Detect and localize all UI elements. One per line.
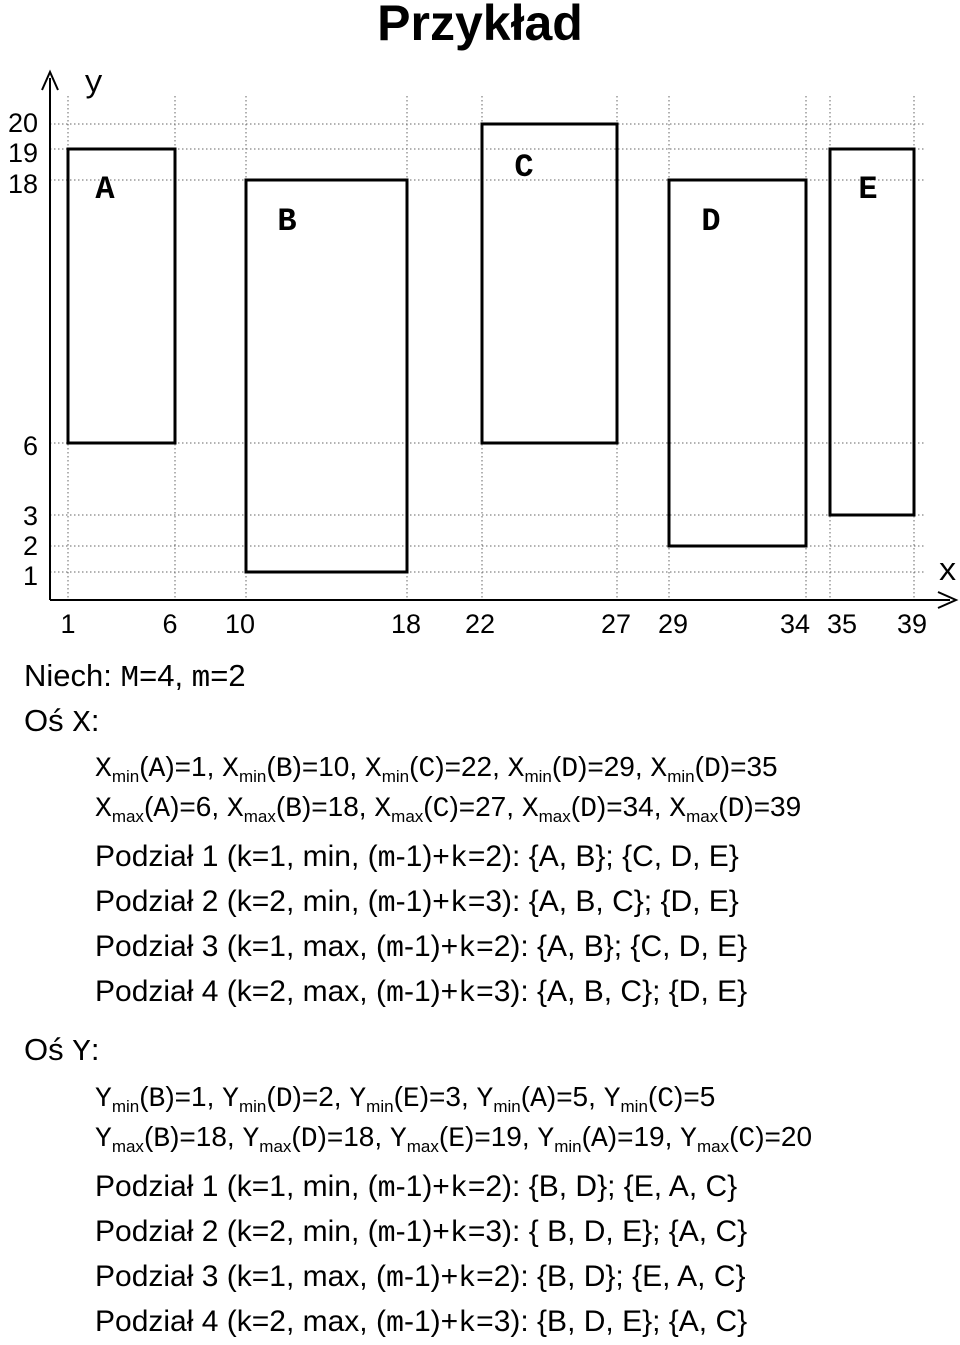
bound-value: Xmax(D)=39 — [669, 791, 802, 826]
os-x-heading: Oś X: — [24, 703, 100, 741]
x-axis-label: x — [938, 553, 957, 590]
x-max-values: Xmax(A)=6, Xmax(B)=18, Xmax(C)=27, Xmax(… — [95, 791, 801, 827]
rectangle-label-c: C — [514, 149, 533, 186]
x-tick-label: 29 — [658, 609, 688, 639]
niech-line: Niech: M=4, m=2 — [24, 658, 246, 696]
x-tick-label: 22 — [465, 609, 495, 639]
x-tick-label: 1 — [60, 609, 75, 639]
bound-value: Ymax(C)=20 — [680, 1121, 813, 1156]
bound-value: Xmin(D)=35 — [650, 751, 778, 786]
y-tick-label: 2 — [23, 531, 38, 561]
bound-value: Ymin(B)=1, — [95, 1081, 223, 1116]
x-tick-label: 18 — [391, 609, 421, 639]
y-tick-label: 19 — [8, 138, 38, 168]
rectangle-a — [66, 147, 177, 445]
bound-value: Xmax(C)=27, — [374, 791, 522, 826]
podzial-x-4: Podział 4 (k=2, max, (m-1)+k=3): {A, B, … — [95, 975, 748, 1011]
bound-value: Xmax(B)=18, — [226, 791, 375, 826]
bound-value: Ymax(D)=18, — [242, 1121, 390, 1156]
y-axis-arrow — [41, 69, 59, 91]
bound-value: Ymax(B)=18, — [95, 1121, 243, 1156]
podzial-x-2: Podział 2 (k=2, min, (m-1)+k=3): {A, B, … — [95, 885, 739, 921]
bound-value: Xmax(A)=6, — [95, 791, 227, 826]
y-axis-label: y — [84, 65, 103, 102]
x-tick-label: 35 — [827, 609, 857, 639]
x-tick-label: 39 — [897, 609, 927, 639]
podzial-y-3: Podział 3 (k=1, max, (m-1)+k=2): {B, D};… — [95, 1260, 746, 1296]
bound-value: Ymax(E)=19, — [389, 1121, 538, 1156]
bound-value: Xmin(B)=10, — [222, 751, 365, 786]
y-tick-label: 3 — [23, 501, 38, 531]
bound-value: Ymin(A)=5, — [476, 1081, 604, 1116]
bound-value: Xmin(C)=22, — [364, 751, 508, 786]
x-axis-arrow — [937, 591, 959, 609]
x-tick-label: 10 — [225, 609, 255, 639]
y-tick-label: 6 — [23, 431, 38, 461]
bound-value: Xmin(D)=29, — [507, 751, 651, 786]
y-min-values: Ymin(B)=1, Ymin(D)=2, Ymin(E)=3, Ymin(A)… — [95, 1081, 715, 1117]
bound-value: Ymin(D)=2, — [222, 1081, 350, 1116]
dotted-grid — [50, 96, 925, 600]
rectangle-b — [244, 178, 409, 574]
bound-value: Ymin(A)=19, — [537, 1121, 681, 1156]
page-title: Przykład — [377, 0, 583, 51]
bound-value: Xmin(A)=1, — [95, 751, 223, 786]
bound-value: Ymin(C)=5 — [603, 1081, 716, 1116]
rectangle-e — [828, 147, 916, 517]
podzial-y-4: Podział 4 (k=2, max, (m-1)+k=3): {B, D, … — [95, 1305, 748, 1341]
rectangle-label-e: E — [858, 171, 877, 208]
bound-value: Xmax(D)=34, — [521, 791, 670, 826]
rectangle-d — [667, 178, 808, 548]
x-tick-label: 34 — [780, 609, 810, 639]
rectangle-label-a: A — [95, 171, 115, 208]
bound-value: Ymin(E)=3, — [349, 1081, 477, 1116]
podzial-x-3: Podział 3 (k=1, max, (m-1)+k=2): {A, B};… — [95, 930, 748, 966]
os-y-heading: Oś Y: — [24, 1032, 100, 1070]
podzial-y-1: Podział 1 (k=1, min, (m-1)+k=2): {B, D};… — [95, 1170, 738, 1206]
y-tick-label: 20 — [8, 108, 38, 138]
rectangle-label-b: B — [277, 203, 296, 240]
podzial-y-2: Podział 2 (k=2, min, (m-1)+k=3): { B, D,… — [95, 1215, 748, 1251]
y-max-values: Ymax(B)=18, Ymax(D)=18, Ymax(E)=19, Ymin… — [95, 1121, 812, 1157]
podzial-x-1: Podział 1 (k=1, min, (m-1)+k=2): {A, B};… — [95, 840, 739, 876]
x-min-values: Xmin(A)=1, Xmin(B)=10, Xmin(C)=22, Xmin(… — [95, 751, 778, 787]
axes: yx — [41, 65, 959, 609]
rectangle-label-d: D — [701, 203, 720, 240]
x-tick-label: 6 — [162, 609, 177, 639]
y-tick-label: 18 — [8, 169, 38, 199]
x-tick-label: 27 — [601, 609, 631, 639]
rectangle-c — [480, 122, 619, 445]
rectangles: A B C D E — [66, 122, 916, 574]
y-tick-label: 1 — [23, 561, 38, 591]
